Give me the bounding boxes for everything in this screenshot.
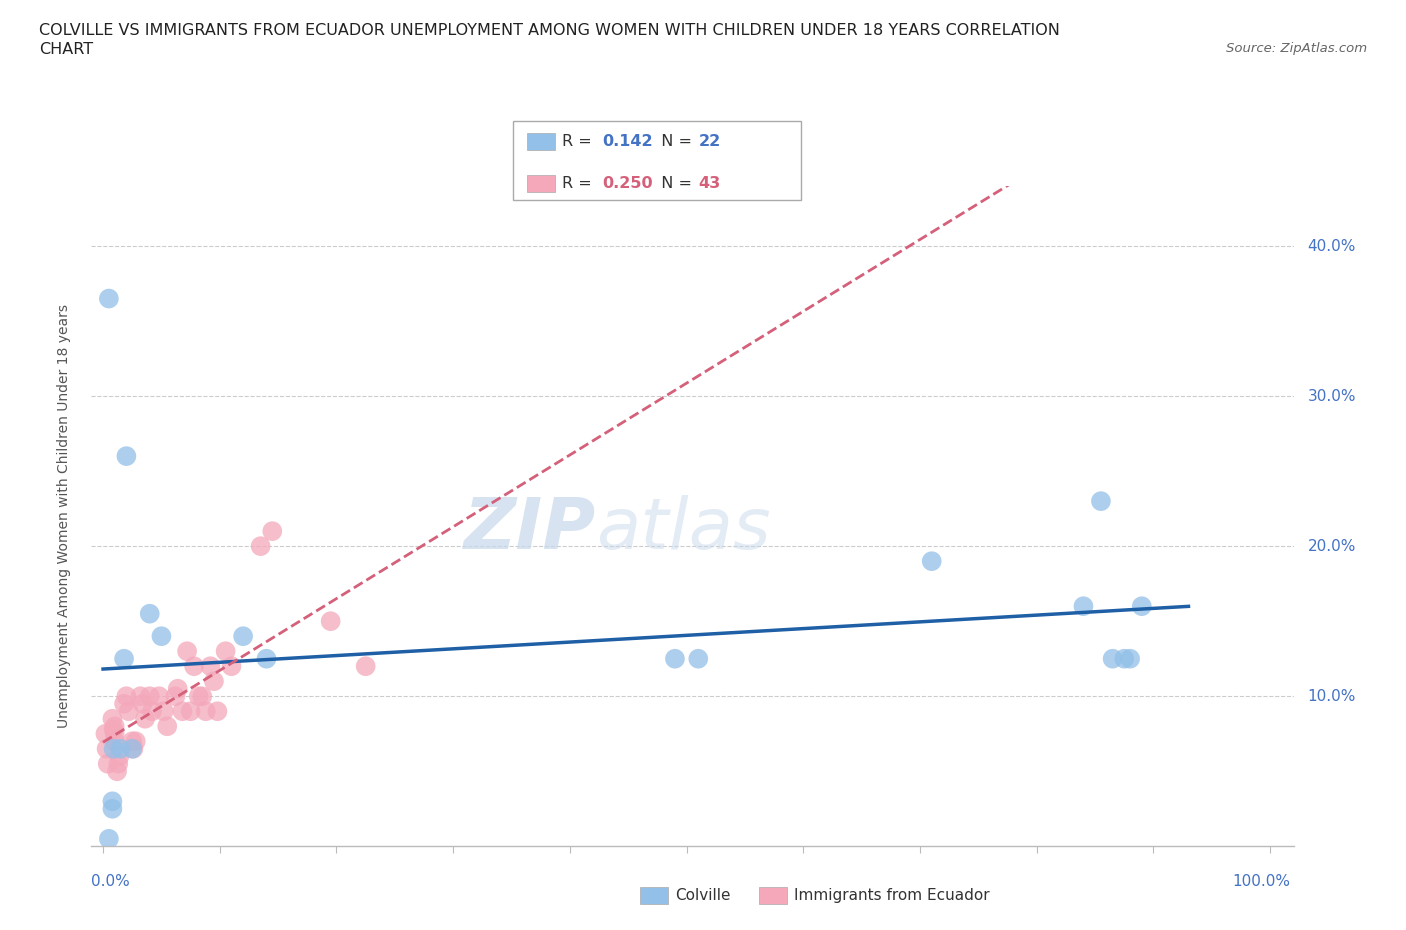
Point [191, 689, 214, 704]
Text: 10.0%: 10.0% [1308, 689, 1355, 704]
Point [97, 756, 120, 771]
Point [96, 741, 118, 756]
Point [165, 689, 187, 704]
Point [232, 629, 254, 644]
Text: CHART: CHART [39, 42, 93, 57]
Point [664, 651, 686, 666]
Point [1114, 651, 1136, 666]
Point [97, 291, 120, 306]
Text: COLVILLE VS IMMIGRANTS FROM ECUADOR UNEMPLOYMENT AMONG WOMEN WITH CHILDREN UNDER: COLVILLE VS IMMIGRANTS FROM ECUADOR UNEM… [39, 23, 1060, 38]
Point [101, 802, 124, 817]
Point [1090, 494, 1112, 509]
Text: 30.0%: 30.0% [1308, 389, 1355, 404]
Point [156, 719, 179, 734]
Point [101, 711, 124, 726]
Point [101, 794, 124, 809]
Text: Immigrants from Ecuador: Immigrants from Ecuador [794, 888, 990, 903]
Point [166, 682, 188, 697]
Text: N =: N = [651, 134, 697, 149]
Text: R =: R = [562, 176, 598, 191]
Text: 40.0%: 40.0% [1308, 238, 1355, 254]
Text: 0.142: 0.142 [602, 134, 652, 149]
Point [104, 726, 127, 741]
Text: ZIP: ZIP [464, 495, 596, 564]
Point [94, 726, 117, 741]
Point [121, 734, 143, 749]
Text: 0.0%: 0.0% [91, 874, 131, 889]
Point [112, 651, 135, 666]
Point [200, 658, 222, 673]
Point [256, 651, 278, 666]
Point [688, 651, 710, 666]
Point [107, 756, 129, 771]
Point [148, 689, 170, 704]
Point [172, 704, 194, 719]
Point [103, 741, 125, 756]
Text: 0.250: 0.250 [602, 176, 652, 191]
Text: 43: 43 [699, 176, 721, 191]
Y-axis label: Unemployment Among Women with Children Under 18 years: Unemployment Among Women with Children U… [56, 304, 70, 728]
Point [121, 741, 143, 756]
Point [115, 689, 138, 704]
Point [104, 734, 127, 749]
Text: R =: R = [562, 134, 598, 149]
Point [354, 658, 377, 673]
Point [194, 704, 217, 719]
Point [221, 658, 243, 673]
Point [319, 614, 342, 629]
Point [108, 749, 131, 764]
Point [249, 538, 271, 553]
Point [97, 831, 120, 846]
Point [141, 704, 163, 719]
Point [132, 697, 155, 711]
Point [152, 704, 174, 719]
Point [104, 719, 127, 734]
Text: 100.0%: 100.0% [1233, 874, 1291, 889]
Point [921, 553, 943, 568]
Point [187, 689, 209, 704]
Point [1101, 651, 1123, 666]
Point [118, 704, 141, 719]
Point [139, 689, 162, 704]
Text: N =: N = [651, 176, 697, 191]
Point [207, 704, 229, 719]
Text: Source: ZipAtlas.com: Source: ZipAtlas.com [1226, 42, 1367, 55]
Point [122, 741, 145, 756]
Point [214, 644, 236, 658]
Point [115, 448, 138, 463]
Point [134, 711, 156, 726]
Point [103, 722, 125, 737]
Point [1119, 651, 1142, 666]
Point [183, 658, 205, 673]
Text: 22: 22 [699, 134, 721, 149]
Text: Colville: Colville [675, 888, 730, 903]
Text: atlas: atlas [596, 495, 770, 564]
Point [1130, 599, 1153, 614]
Point [110, 741, 132, 756]
Point [150, 629, 173, 644]
Point [176, 644, 198, 658]
Point [1073, 599, 1095, 614]
Point [129, 689, 152, 704]
Point [139, 606, 162, 621]
Point [112, 697, 135, 711]
Point [105, 764, 128, 778]
Text: 20.0%: 20.0% [1308, 538, 1355, 553]
Point [262, 524, 284, 538]
Point [125, 734, 148, 749]
Point [180, 704, 202, 719]
Point [202, 673, 225, 688]
